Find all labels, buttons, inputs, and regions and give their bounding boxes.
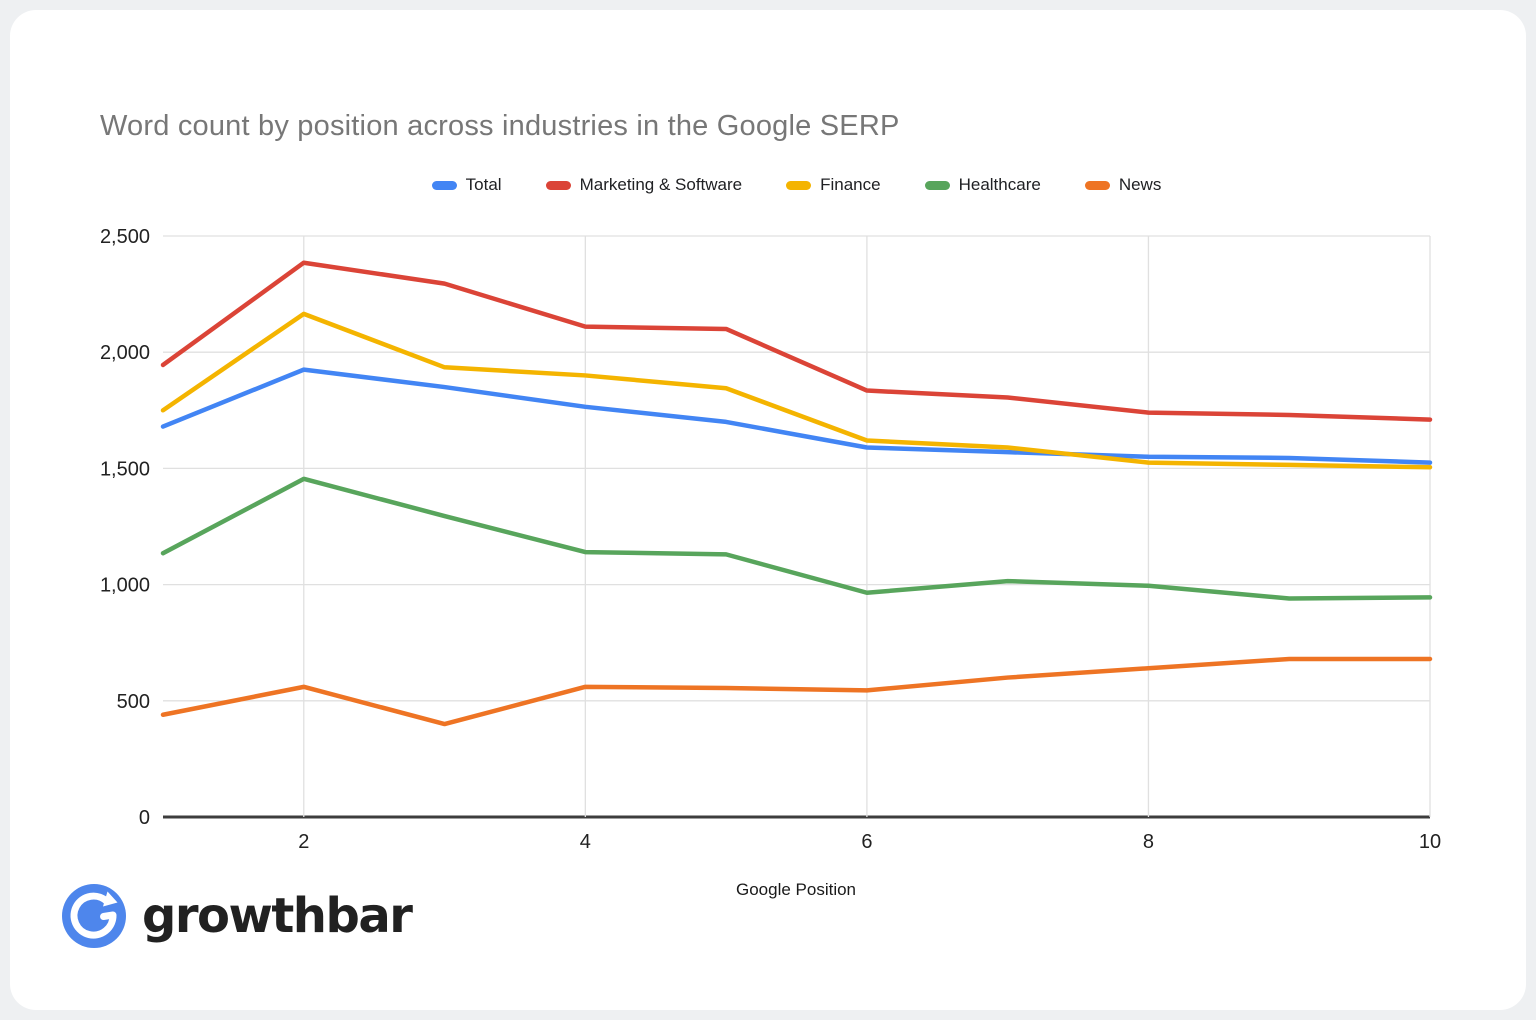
legend-item: Healthcare: [924, 175, 1041, 195]
y-tick-label: 2,000: [100, 342, 150, 364]
legend-item: Total: [431, 175, 502, 195]
legend: Total Marketing & Software Finance Healthca…: [163, 175, 1430, 195]
legend-label: Marketing & Software: [579, 175, 743, 194]
legend-label: News: [1118, 175, 1162, 194]
legend-item: Marketing & Software: [545, 175, 743, 195]
x-tick-label: 6: [861, 831, 872, 853]
legend-swatch-icon: [1084, 180, 1110, 190]
x-axis-title: Google Position: [736, 880, 856, 899]
series-line-healthcare: [160, 476, 1433, 601]
gridlines: [163, 235, 1431, 819]
axis-tick-labels: 0 500 1,000 1,500 2,000 2,500 2 4 6 8 10: [100, 226, 1441, 853]
legend-swatch-icon: [431, 180, 457, 190]
legend-swatch-icon: [924, 180, 950, 190]
legend-swatch-icon: [545, 180, 571, 190]
legend-label: Finance: [820, 175, 881, 194]
series-lines: [160, 260, 1433, 727]
x-tick-label: 4: [580, 831, 591, 853]
chart-title: Word count by position across industries…: [100, 110, 900, 142]
y-tick-label: 0: [139, 807, 150, 829]
x-tick-label: 10: [1419, 831, 1441, 853]
x-tick-label: 8: [1143, 831, 1154, 853]
y-tick-label: 2,500: [100, 226, 150, 248]
circular-arrow-icon: [62, 884, 126, 948]
legend-item: Finance: [786, 175, 881, 195]
series-line-marketing-software: [160, 260, 1433, 422]
legend-swatch-icon: [786, 180, 812, 190]
y-tick-label: 1,000: [100, 575, 150, 597]
y-tick-label: 1,500: [100, 458, 150, 480]
legend-label: Healthcare: [958, 175, 1041, 194]
chart-card: [10, 10, 1526, 1010]
x-tick-label: 2: [298, 831, 309, 853]
series-line-news: [160, 656, 1433, 727]
series-line-finance: [160, 311, 1433, 470]
series-line-total: [160, 367, 1433, 465]
growthbar-logo: growthbar: [62, 884, 413, 948]
y-tick-label: 500: [117, 691, 150, 713]
growthbar-logo-text: growthbar: [142, 888, 413, 944]
legend-label: Total: [465, 175, 502, 194]
legend-item: News: [1084, 175, 1162, 195]
